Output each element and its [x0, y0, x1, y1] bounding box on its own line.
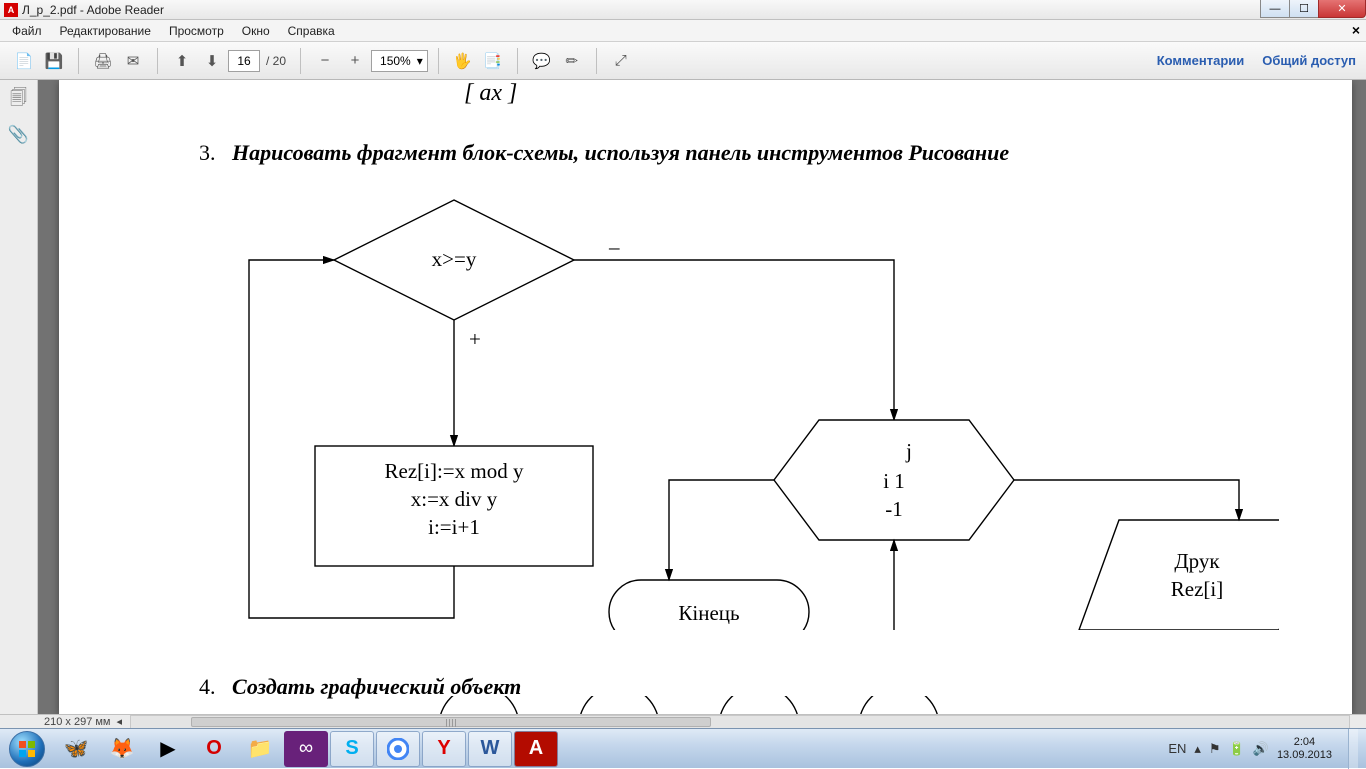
taskbar-media[interactable]: ▶	[146, 731, 190, 767]
page-size-label: 210 x 297 мм	[44, 716, 111, 728]
save-button[interactable]: 💾	[40, 47, 68, 75]
tray-clock[interactable]: 2:04 13.09.2013	[1277, 736, 1340, 762]
task-3-heading: 3. Нарисовать фрагмент блок-схемы, испол…	[199, 140, 1009, 166]
tray-flag-icon[interactable]: ⚑	[1209, 741, 1221, 757]
io-node	[1079, 520, 1279, 630]
io-line-2: Rez[i]	[1171, 577, 1223, 601]
loop-line-3: -1	[885, 497, 903, 521]
doc-close-icon[interactable]: ×	[1352, 22, 1360, 38]
titlebar: A Л_р_2.pdf - Adobe Reader — ☐ ✕	[0, 0, 1366, 20]
toolbar: 📄 💾 🖨 ✉ ⬆ ⬇ / 20 − + 150% ▾ 🖐 📑 💬 ✏ ⤢ Ко…	[0, 42, 1366, 80]
minus-label: –	[608, 235, 620, 259]
task-3-number: 3.	[199, 140, 216, 165]
process-line-2: x:=x div y	[411, 487, 498, 511]
partial-formula: [ ax ]	[464, 80, 517, 107]
page: [ ax ] 3. Нарисовать фрагмент блок-схемы…	[59, 80, 1352, 714]
taskbar: 🦋 🦊 ▶ O 📁 ∞ S Y W A EN ▴ ⚑ 🔋 🔊 2:04 13.0…	[0, 728, 1366, 768]
taskbar-apps: 🦋 🦊 ▶ O 📁 ∞ S Y W A	[54, 731, 558, 767]
close-button[interactable]: ✕	[1318, 0, 1366, 18]
window-controls: — ☐ ✕	[1261, 0, 1366, 18]
edge-loop-io	[1014, 480, 1239, 520]
menu-view[interactable]: Просмотр	[161, 22, 232, 40]
expand-button[interactable]: ⤢	[607, 47, 635, 75]
process-line-1: Rez[i]:=x mod y	[385, 459, 524, 483]
loop-line-2: i 1	[883, 469, 905, 493]
statusbar: 210 x 297 мм ◂	[0, 714, 1366, 728]
menu-edit[interactable]: Редактирование	[52, 22, 159, 40]
attachments-icon[interactable]: 📎	[6, 122, 32, 148]
io-line-1: Друк	[1174, 549, 1220, 573]
horizontal-scrollbar[interactable]	[130, 715, 1350, 729]
tray-date: 13.09.2013	[1277, 749, 1332, 762]
email-button[interactable]: ✉	[119, 47, 147, 75]
chevron-down-icon: ▾	[417, 54, 423, 68]
taskbar-explorer[interactable]: 📁	[238, 731, 282, 767]
taskbar-app-1[interactable]: 🦋	[54, 731, 98, 767]
system-tray: EN ▴ ⚑ 🔋 🔊 2:04 13.09.2013	[1160, 729, 1366, 769]
thumbnails-icon[interactable]: 🗐	[6, 86, 32, 112]
print-button[interactable]: 🖨	[89, 47, 117, 75]
scroll-left-icon[interactable]: ◂	[111, 715, 129, 728]
page-up-button[interactable]: ⬆	[168, 47, 196, 75]
minimize-button[interactable]: —	[1260, 0, 1290, 18]
taskbar-yandex[interactable]: Y	[422, 731, 466, 767]
task-3-text: Нарисовать фрагмент блок-схемы, использу…	[232, 140, 1009, 165]
zoom-value: 150%	[380, 54, 411, 68]
annotate-button[interactable]: ✏	[558, 47, 586, 75]
taskbar-skype[interactable]: S	[330, 731, 374, 767]
tool-button-2[interactable]: 📑	[479, 47, 507, 75]
show-desktop-button[interactable]	[1348, 729, 1358, 769]
menu-file[interactable]: Файл	[4, 22, 50, 40]
start-button[interactable]	[0, 729, 54, 769]
taskbar-vs[interactable]: ∞	[284, 731, 328, 767]
task-4-number: 4.	[199, 674, 216, 699]
tray-lang[interactable]: EN	[1168, 741, 1186, 756]
loop-line-1: j	[905, 439, 912, 463]
comments-link[interactable]: Комментарии	[1157, 53, 1245, 68]
menu-window[interactable]: Окно	[234, 22, 278, 40]
taskbar-chrome[interactable]	[376, 731, 420, 767]
highlight-button[interactable]: 💬	[528, 47, 556, 75]
menu-help[interactable]: Справка	[280, 22, 343, 40]
plus-label: +	[469, 327, 481, 351]
windows-logo-icon	[9, 731, 45, 767]
zoom-select[interactable]: 150% ▾	[371, 50, 428, 72]
page-number-input[interactable]	[228, 50, 260, 72]
decision-label: x>=y	[432, 247, 477, 271]
edge-decision-loop	[574, 260, 894, 420]
process-line-3: i:=i+1	[428, 515, 480, 539]
share-link[interactable]: Общий доступ	[1262, 53, 1356, 68]
open-file-button[interactable]: 📄	[10, 47, 38, 75]
tray-chevron-icon[interactable]: ▴	[1194, 741, 1201, 757]
document-viewport[interactable]: [ ax ] 3. Нарисовать фрагмент блок-схемы…	[38, 80, 1366, 714]
scrollbar-thumb[interactable]	[191, 717, 711, 727]
tool-button-1[interactable]: 🖐	[449, 47, 477, 75]
menubar: Файл Редактирование Просмотр Окно Справк…	[0, 20, 1366, 42]
taskbar-firefox[interactable]: 🦊	[100, 731, 144, 767]
terminator-label: Кінець	[678, 601, 739, 625]
page-total-label: / 20	[262, 54, 290, 68]
partial-arcs	[429, 696, 949, 714]
window-title: Л_р_2.pdf - Adobe Reader	[22, 3, 164, 17]
sidepanel: 🗐 📎	[0, 80, 38, 714]
edge-loop-terminator	[669, 480, 774, 580]
flowchart: x>=y – + Rez[i]:=x mod y x:=x div y i:=i…	[179, 190, 1279, 630]
tray-battery-icon[interactable]: 🔋	[1229, 741, 1245, 757]
app-icon: A	[4, 3, 18, 17]
taskbar-opera[interactable]: O	[192, 731, 236, 767]
maximize-button[interactable]: ☐	[1289, 0, 1319, 18]
tray-time: 2:04	[1277, 736, 1332, 749]
zoom-out-button[interactable]: −	[311, 47, 339, 75]
taskbar-reader[interactable]: A	[514, 731, 558, 767]
zoom-in-button[interactable]: +	[341, 47, 369, 75]
page-down-button[interactable]: ⬇	[198, 47, 226, 75]
content-area: 🗐 📎 [ ax ] 3. Нарисовать фрагмент блок-с…	[0, 80, 1366, 714]
taskbar-word[interactable]: W	[468, 731, 512, 767]
tray-volume-icon[interactable]: 🔊	[1253, 741, 1269, 757]
